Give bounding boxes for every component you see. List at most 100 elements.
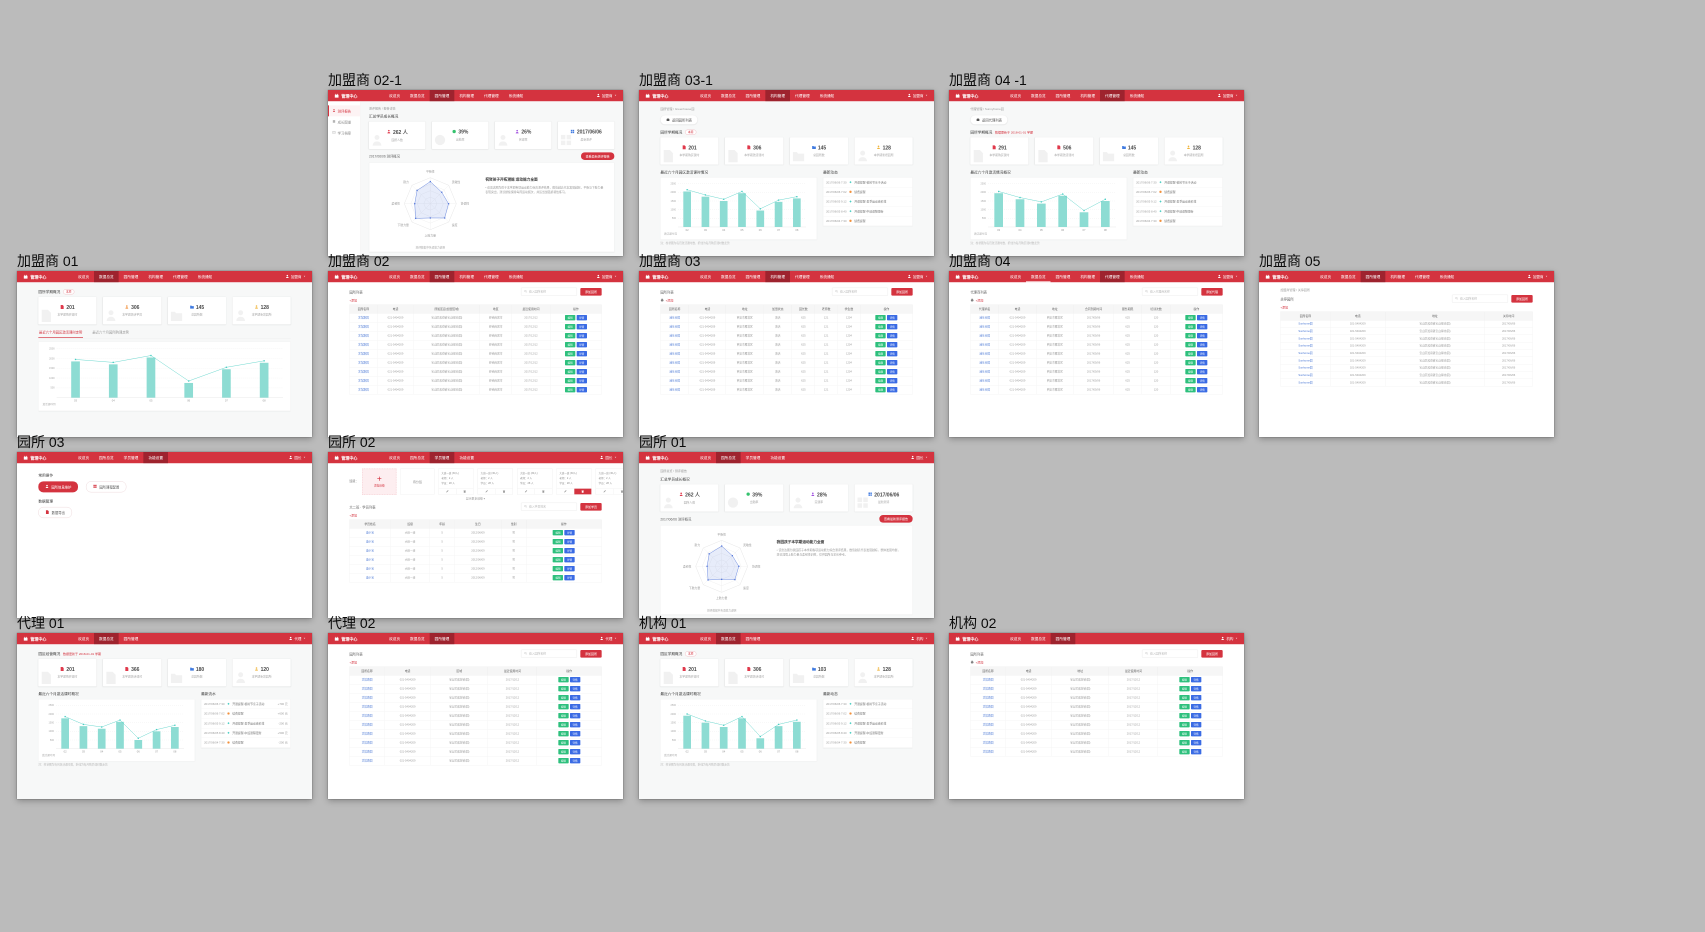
row-link[interactable]: 文馆路园 [349, 348, 378, 359]
nav-item[interactable]: 代理管理 [484, 274, 499, 279]
edit-button[interactable]: 编辑 [875, 332, 886, 339]
detail-button[interactable]: 详情 [564, 574, 575, 581]
nav-item[interactable]: 代理管理 [484, 93, 499, 98]
detail-button[interactable]: 详情 [1190, 703, 1202, 710]
detail-button[interactable]: 详情 [1197, 386, 1208, 393]
nav-item[interactable]: 欢迎页 [389, 93, 401, 98]
edit-class-button[interactable] [557, 488, 575, 495]
nav-item[interactable]: 代理管理 [173, 274, 188, 279]
add-row-link[interactable]: +添加 [1280, 305, 1532, 309]
user-menu[interactable]: 机构 [911, 636, 928, 641]
add-row-link[interactable]: +添加 [349, 298, 601, 302]
edit-button[interactable]: 编辑 [558, 703, 569, 710]
nav-item[interactable]: 机构管理 [148, 274, 164, 279]
nav-item[interactable]: 系统通知 [819, 93, 835, 98]
edit-button[interactable]: 编辑 [558, 748, 569, 755]
nav-item[interactable]: 数据总览 [94, 271, 119, 283]
nav-item[interactable]: 学员管理 [745, 455, 761, 460]
edit-button[interactable]: 编辑 [875, 314, 886, 321]
nav-item[interactable]: 欢迎页 [700, 636, 712, 641]
edit-class-button[interactable] [478, 488, 496, 495]
primary-action-button[interactable]: 添加园所 [1201, 649, 1223, 658]
detail-button[interactable]: 详情 [1197, 314, 1208, 321]
detail-button[interactable]: 详情 [576, 314, 587, 321]
nav-item[interactable]: 机构管理 [765, 90, 791, 102]
row-link[interactable]: 文馆路园 [349, 330, 378, 341]
row-link[interactable]: 浦东分园 [660, 357, 690, 368]
nav-item[interactable]: 系统通知 [197, 274, 213, 279]
detail-button[interactable]: 详情 [887, 332, 898, 339]
edit-button[interactable]: 编辑 [558, 676, 569, 683]
row-link[interactable]: 文馆路园 [970, 746, 1006, 757]
row-link[interactable]: 文馆路园 [349, 719, 385, 730]
edit-button[interactable]: 编辑 [875, 341, 886, 348]
detail-button[interactable]: 详情 [1190, 748, 1202, 755]
row-link[interactable]: 文馆路园 [349, 692, 385, 703]
detail-button[interactable]: 详情 [887, 359, 898, 366]
delete-class-button[interactable] [535, 489, 552, 495]
detail-button[interactable]: 详情 [564, 529, 575, 536]
edit-button[interactable]: 编辑 [564, 332, 576, 339]
row-link[interactable]: 康小宝 [349, 536, 391, 547]
edit-button[interactable]: 编辑 [552, 565, 564, 572]
edit-button[interactable]: 编辑 [1179, 739, 1190, 746]
nav-item[interactable]: 园所管理 [1050, 633, 1076, 645]
nav-item[interactable]: 欢迎页 [700, 274, 712, 279]
user-menu[interactable]: 机构 [1221, 636, 1238, 641]
search-input[interactable]: 输入园所名称 [831, 287, 888, 296]
delete-class-button[interactable] [496, 489, 513, 495]
row-link[interactable]: 文馆路园 [970, 737, 1006, 748]
row-link[interactable]: Sunhome园 [1280, 371, 1331, 379]
detail-button[interactable]: 详情 [1190, 730, 1202, 737]
view-report-button[interactable]: 查看最新测评报告 [879, 514, 913, 523]
edit-button[interactable]: 编辑 [552, 538, 564, 545]
row-link[interactable]: 浦东分园 [970, 375, 1000, 386]
sidebar-item[interactable]: 测评报告 [328, 105, 360, 117]
edit-button[interactable]: 编辑 [1185, 332, 1196, 339]
back-to-list-button[interactable]: 返回园所列表 [660, 114, 698, 125]
edit-button[interactable]: 编辑 [1179, 721, 1190, 728]
row-link[interactable]: 浦东分园 [660, 366, 690, 377]
detail-button[interactable]: 详情 [1197, 332, 1208, 339]
add-row-link[interactable]: +添加 [970, 660, 1222, 664]
nav-item[interactable]: 数据总览 [721, 274, 736, 279]
term-link[interactable]: 数据更新于 2018-01-01 学期 [994, 130, 1034, 134]
detail-button[interactable]: 详情 [564, 565, 575, 572]
detail-button[interactable]: 详情 [887, 386, 898, 393]
user-menu[interactable]: 园长 [911, 455, 928, 460]
nav-item[interactable]: 欢迎页 [1010, 636, 1022, 641]
row-link[interactable]: Sunhome园 [1280, 356, 1331, 365]
detail-button[interactable]: 详情 [564, 556, 575, 563]
search-input[interactable]: 输入学员姓名 [520, 502, 577, 511]
nav-item[interactable]: 系统通知 [1129, 274, 1145, 279]
nav-item[interactable]: 欢迎页 [78, 455, 90, 460]
nav-item[interactable]: 机构管理 [459, 93, 475, 98]
row-link[interactable]: 文馆路园 [349, 321, 378, 332]
nav-item[interactable]: 数据总览 [716, 633, 741, 645]
user-menu[interactable]: 加盟商 [1217, 274, 1238, 279]
nav-item[interactable]: 园所总览 [716, 452, 741, 464]
row-link[interactable]: 文馆路园 [970, 683, 1006, 694]
nav-item[interactable]: 数据总览 [1031, 93, 1046, 98]
delete-class-button[interactable] [456, 489, 473, 495]
detail-button[interactable]: 详情 [569, 676, 581, 683]
row-link[interactable]: 文馆路园 [970, 674, 1006, 685]
detail-button[interactable]: 详情 [887, 350, 898, 357]
row-link[interactable]: 文馆路园 [349, 737, 385, 748]
detail-button[interactable]: 详情 [569, 721, 581, 728]
row-link[interactable]: Sunhome园 [1280, 378, 1331, 387]
nav-item[interactable]: 欢迎页 [389, 636, 401, 641]
user-menu[interactable]: 加盟商 [907, 274, 928, 279]
nav-item[interactable]: 学员管理 [429, 452, 455, 464]
detail-button[interactable]: 详情 [1190, 676, 1202, 683]
detail-button[interactable]: 详情 [569, 703, 581, 710]
edit-button[interactable]: 编辑 [564, 350, 576, 357]
row-link[interactable]: Sunhome园 [1280, 334, 1331, 343]
nav-item[interactable]: 欢迎页 [1010, 274, 1022, 279]
nav-item[interactable]: 代理管理 [795, 274, 810, 279]
detail-button[interactable]: 详情 [576, 368, 587, 375]
row-link[interactable]: 文馆路园 [349, 746, 385, 757]
detail-button[interactable]: 详情 [576, 359, 587, 366]
detail-button[interactable]: 详情 [887, 323, 898, 330]
edit-button[interactable]: 编辑 [875, 350, 886, 357]
